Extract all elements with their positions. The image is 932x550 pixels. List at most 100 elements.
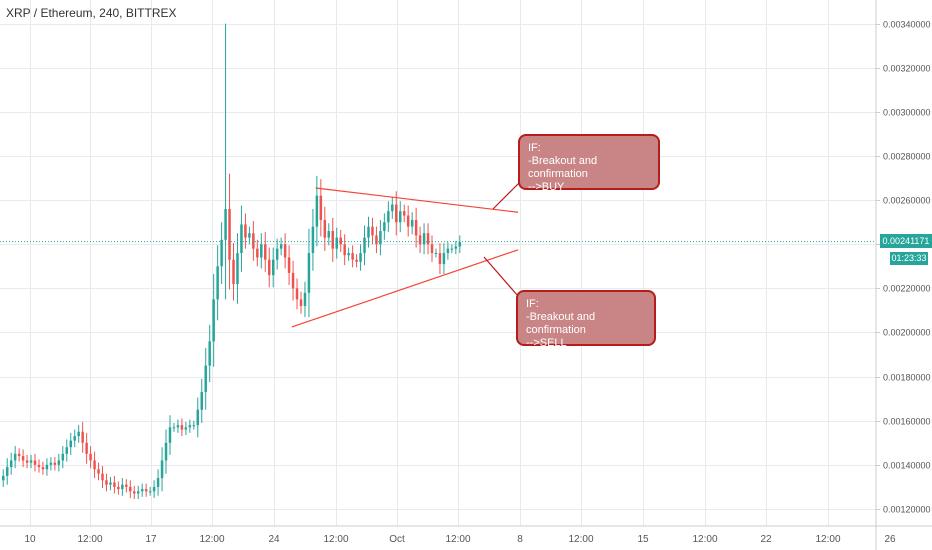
x-tick-label: 12:00 [445,534,470,545]
candle-body [248,233,251,238]
candle-countdown: 01:23:33 [890,252,928,265]
candle-body [450,248,454,250]
candle-body [29,460,33,463]
candle-body [152,486,156,492]
candle-body [85,442,88,454]
candle-body [446,248,450,254]
candle-body [232,259,235,284]
candle-body [93,460,96,470]
candle-body [65,447,69,454]
sell-callout-pointer [483,256,519,297]
candle-body [414,219,418,236]
candle-body [45,464,49,470]
candle-body [395,204,398,223]
y-tick-label: 0.00260000 [883,196,931,206]
y-tick-label: 0.00160000 [883,417,931,427]
candle-body [315,195,319,227]
candle-body [402,211,406,216]
candle-body [383,222,386,232]
candle-body [291,272,295,289]
candle-body [144,489,148,492]
candle-body [303,292,307,307]
candle-body [21,456,25,461]
candle-body [133,491,136,494]
candle-body [275,248,279,260]
sell-callout[interactable]: IF: -Breakout and confirmation -->SELL [516,290,656,349]
candle-body [53,462,57,465]
candle-body [426,233,430,245]
candle-body [271,259,275,276]
x-tick-label: 26 [884,534,896,545]
y-tick-label: 0.00180000 [883,373,931,383]
candle-body [180,425,184,430]
candle-body [418,235,422,245]
y-tick-label: 0.00120000 [883,505,931,515]
candle-body [101,473,104,481]
candle-body [359,253,362,262]
candle-body [148,491,152,493]
candle-body [136,491,140,494]
candle-body [204,365,207,393]
candle-body [387,211,390,223]
candle-body [117,486,120,490]
upper-trendline [315,187,519,213]
lower-trendline [291,249,519,328]
candle-body [156,478,160,487]
candle-body [355,259,358,262]
x-tick-label: 12:00 [568,534,593,545]
candle-body [236,253,239,284]
candle-body [5,467,9,476]
candle-body [442,253,446,265]
candle-body [240,224,243,254]
y-tick-label: 0.00280000 [883,152,931,162]
candle-body [339,237,342,245]
candle-body [422,233,426,245]
candle-body [363,237,366,254]
candle-body [379,231,382,245]
trendlines [0,181,876,328]
x-tick-label: 24 [268,534,280,545]
candle-body [371,226,374,236]
candle-body [13,453,17,461]
candle-body [41,467,45,470]
candle-body [208,341,211,366]
candle-body [25,460,29,463]
candle-body [192,425,196,427]
y-tick-label: 0.00340000 [883,20,931,30]
y-tick-label: 0.00320000 [883,64,931,74]
x-tick-label: 17 [145,534,157,545]
candle-body [331,231,335,249]
candle-body [160,460,164,479]
candle-body [97,469,100,474]
candle-body [33,460,37,465]
candle-body [283,244,287,258]
buy-callout[interactable]: IF: -Breakout and confirmation -->BUY [518,134,660,193]
candle-body [260,244,263,258]
candle-body [164,442,168,461]
candle-body [279,244,283,249]
candle-body [406,215,410,227]
y-tick-label: 0.00140000 [883,461,931,471]
candle-body [49,462,53,465]
candle-body [335,237,338,249]
candle-body [307,253,311,293]
buy-callout-pointer [492,181,521,210]
candle-body [347,253,350,256]
candle-body [438,253,442,265]
x-tick-label: 12:00 [815,534,840,545]
current-price-label: 0.00241171 [880,234,932,248]
candle-body [196,409,200,426]
x-tick-label: 12:00 [692,534,717,545]
candle-body [410,219,414,227]
candle-body [184,427,188,430]
candle-body [69,440,72,448]
candle-body [17,453,21,457]
candle-body [125,484,128,487]
candle-body [264,244,267,260]
candle-body [299,299,303,307]
candle-body [454,246,458,249]
candle-body [57,460,61,465]
y-tick-label: 0.00220000 [883,284,931,294]
